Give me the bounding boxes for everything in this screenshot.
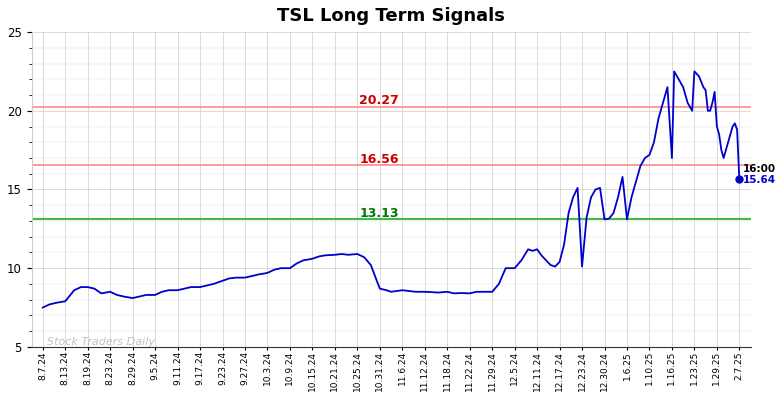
- Title: TSL Long Term Signals: TSL Long Term Signals: [277, 7, 505, 25]
- Text: 15.64: 15.64: [742, 175, 776, 185]
- Text: Stock Traders Daily: Stock Traders Daily: [47, 337, 155, 347]
- Text: 13.13: 13.13: [359, 207, 398, 220]
- Text: 16.56: 16.56: [359, 152, 398, 166]
- Text: 20.27: 20.27: [359, 94, 399, 107]
- Text: 16:00: 16:00: [742, 164, 776, 174]
